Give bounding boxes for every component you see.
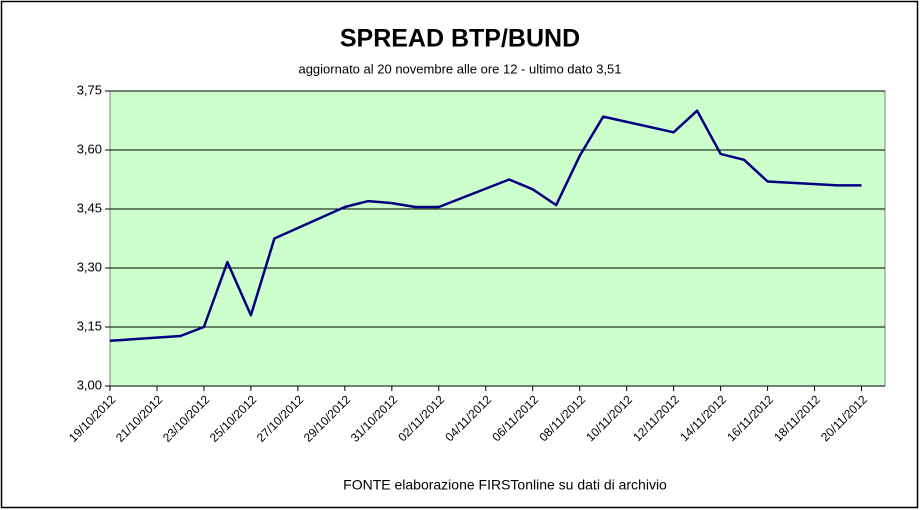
y-tick-label: 3,60 — [77, 141, 102, 156]
y-tick-label: 3,15 — [77, 318, 102, 333]
plot-area — [109, 90, 886, 387]
y-tick-label: 3,75 — [77, 82, 102, 97]
data-line — [109, 109, 862, 343]
y-tick-label: 3,00 — [77, 377, 102, 392]
chart-title: SPREAD BTP/BUND — [340, 25, 580, 53]
source-note: FONTE elaborazione FIRSTonline su dati d… — [343, 477, 667, 493]
chart-subtitle: aggiornato al 20 novembre alle ore 12 - … — [298, 61, 621, 76]
y-tick-label: 3,45 — [77, 200, 102, 215]
y-tick-label: 3,30 — [77, 259, 102, 274]
